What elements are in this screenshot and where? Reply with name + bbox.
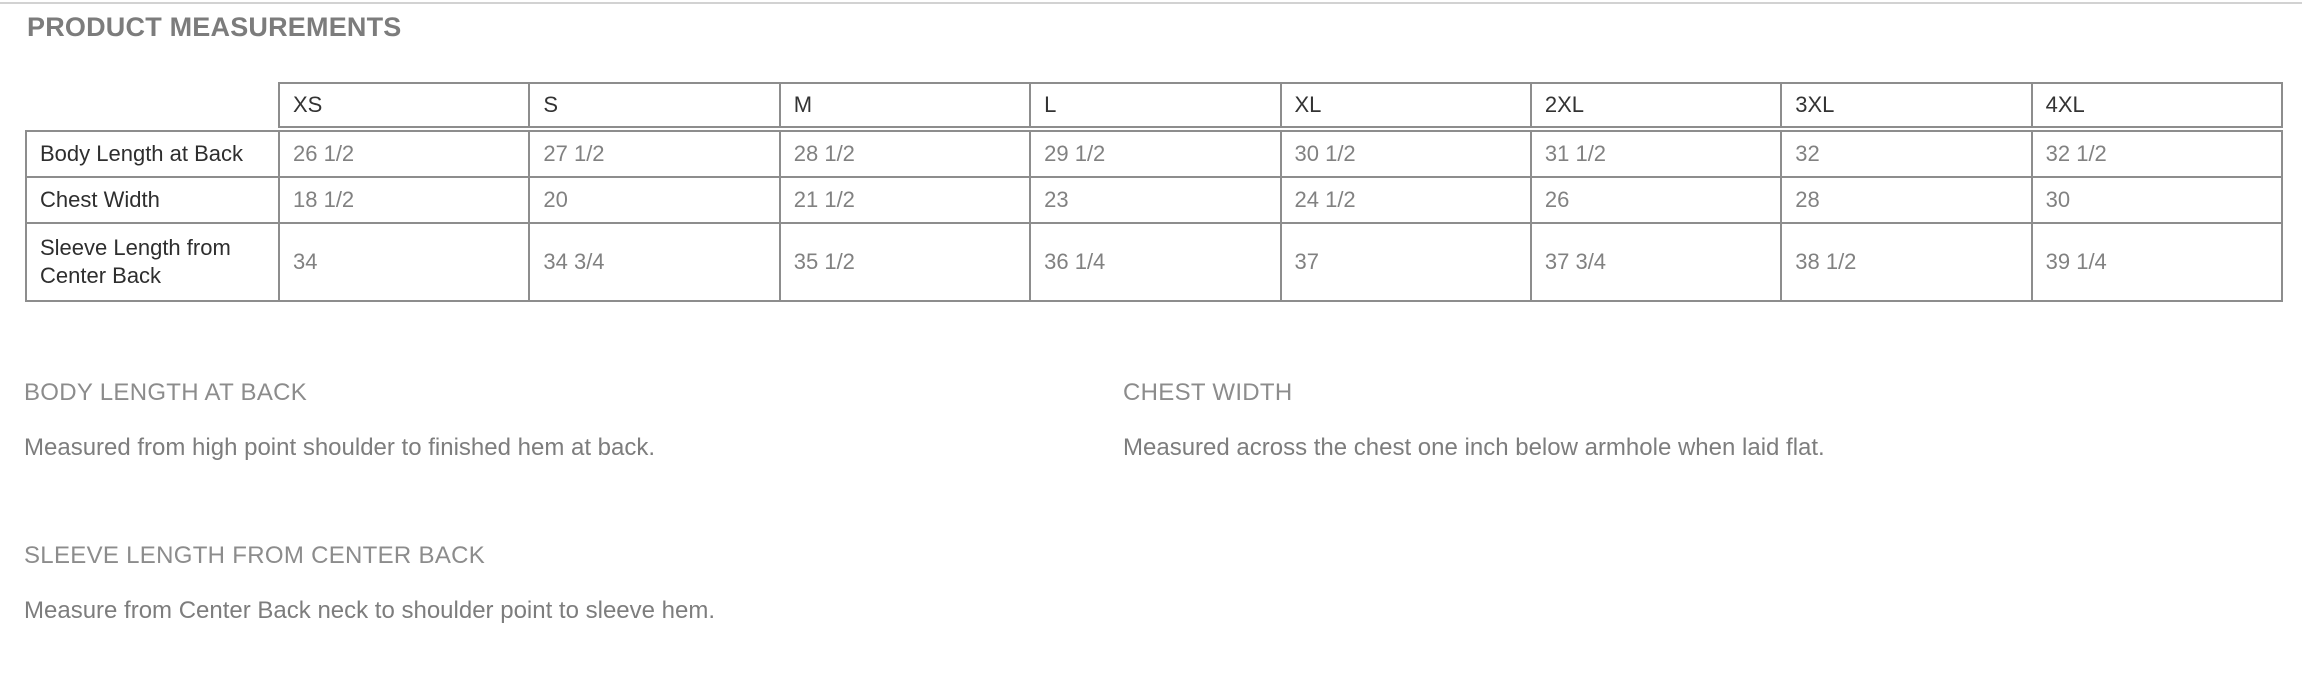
row-label: Body Length at Back bbox=[25, 130, 280, 178]
table-row-body-length: Body Length at Back 26 1/2 27 1/2 28 1/2… bbox=[25, 130, 2284, 178]
size-chart: XS S M L XL 2XL 3XL 4XL Body Length at B… bbox=[25, 82, 2284, 302]
section-title: PRODUCT MEASUREMENTS bbox=[27, 12, 402, 42]
note-text: Measured from high point shoulder to fin… bbox=[24, 434, 656, 461]
cell-value: 37 bbox=[1279, 222, 1532, 302]
cell-value: 32 1/2 bbox=[2030, 130, 2284, 178]
table-row-chest-width: Chest Width 18 1/2 20 21 1/2 23 24 1/2 2… bbox=[25, 176, 2284, 224]
cell-value: 20 bbox=[528, 176, 781, 224]
row-label: Chest Width bbox=[25, 176, 280, 224]
note-text: Measure from Center Back neck to shoulde… bbox=[24, 597, 716, 624]
size-column-header-3xl: 3XL bbox=[1780, 82, 2033, 128]
note-heading: SLEEVE LENGTH FROM CENTER BACK bbox=[24, 542, 486, 569]
size-column-header-4xl: 4XL bbox=[2030, 82, 2284, 128]
size-column-header-2xl: 2XL bbox=[1529, 82, 1783, 128]
cell-value: 34 bbox=[277, 222, 531, 302]
cell-value: 34 3/4 bbox=[528, 222, 781, 302]
cell-value: 28 bbox=[1780, 176, 2033, 224]
size-column-header-l: L bbox=[1029, 82, 1282, 128]
cell-value: 26 1/2 bbox=[277, 130, 531, 178]
table-row-sleeve-length: Sleeve Length from Center Back 34 34 3/4… bbox=[25, 222, 2284, 302]
size-header-row: XS S M L XL 2XL 3XL 4XL bbox=[277, 82, 2284, 128]
cell-value: 28 1/2 bbox=[778, 130, 1032, 178]
cell-value: 23 bbox=[1029, 176, 1282, 224]
row-label: Sleeve Length from Center Back bbox=[25, 222, 280, 302]
cell-value: 18 1/2 bbox=[277, 176, 531, 224]
note-chest-width: CHEST WIDTH Measured across the chest on… bbox=[1123, 378, 2173, 463]
size-chart-body: Body Length at Back 26 1/2 27 1/2 28 1/2… bbox=[25, 130, 2284, 302]
cell-value: 35 1/2 bbox=[778, 222, 1032, 302]
size-column-header-xs: XS bbox=[277, 82, 531, 128]
cell-value: 27 1/2 bbox=[528, 130, 781, 178]
cell-value: 29 1/2 bbox=[1029, 130, 1282, 178]
note-text: Measured across the chest one inch below… bbox=[1123, 434, 1825, 461]
cell-value: 24 1/2 bbox=[1279, 176, 1532, 224]
note-heading: BODY LENGTH AT BACK bbox=[24, 379, 308, 406]
cell-value: 36 1/4 bbox=[1029, 222, 1282, 302]
note-body-length: BODY LENGTH AT BACK Measured from high p… bbox=[24, 378, 1074, 463]
cell-value: 39 1/4 bbox=[2030, 222, 2284, 302]
cell-value: 26 bbox=[1529, 176, 1783, 224]
section-divider bbox=[0, 2, 2302, 4]
cell-value: 37 3/4 bbox=[1529, 222, 1783, 302]
size-column-header-m: M bbox=[778, 82, 1032, 128]
size-chart-header-row: XS S M L XL 2XL 3XL 4XL bbox=[277, 82, 2284, 128]
size-column-header-xl: XL bbox=[1279, 82, 1532, 128]
note-heading: CHEST WIDTH bbox=[1123, 379, 1293, 406]
cell-value: 21 1/2 bbox=[778, 176, 1032, 224]
cell-value: 30 bbox=[2030, 176, 2284, 224]
cell-value: 32 bbox=[1780, 130, 2033, 178]
cell-value: 31 1/2 bbox=[1529, 130, 1783, 178]
cell-value: 30 1/2 bbox=[1279, 130, 1532, 178]
cell-value: 38 1/2 bbox=[1780, 222, 2033, 302]
size-column-header-s: S bbox=[528, 82, 781, 128]
note-sleeve-length: SLEEVE LENGTH FROM CENTER BACK Measure f… bbox=[24, 541, 1074, 626]
